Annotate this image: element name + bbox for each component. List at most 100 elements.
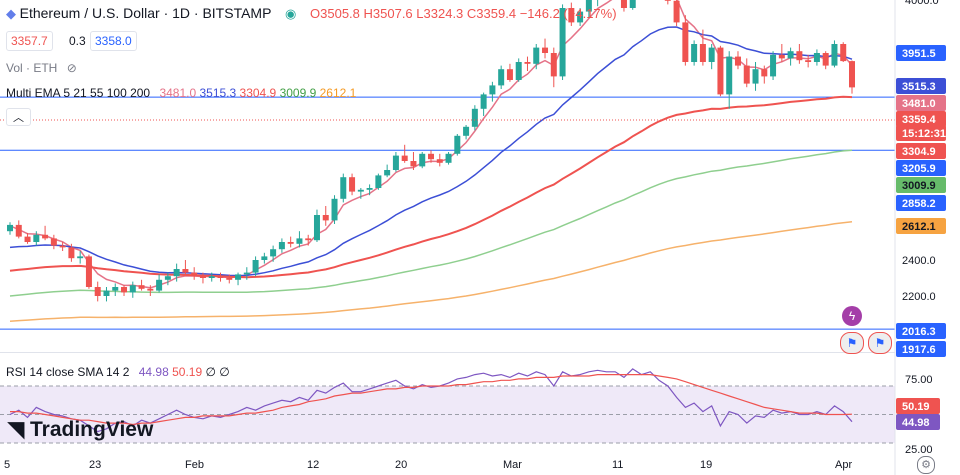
candle[interactable]	[164, 272, 171, 286]
price-label-9[interactable]: 2612.1	[896, 218, 946, 234]
ema-legend[interactable]: Multi EMA 5 21 55 100 200 3481.0 3515.3 …	[6, 86, 356, 100]
candle[interactable]	[33, 231, 40, 246]
candle[interactable]	[849, 60, 855, 94]
candle[interactable]	[129, 281, 136, 298]
candle[interactable]	[436, 153, 443, 167]
candle[interactable]	[15, 220, 22, 239]
candle[interactable]	[445, 152, 452, 165]
candle[interactable]	[287, 236, 294, 248]
candle[interactable]	[629, 0, 636, 10]
candle[interactable]	[761, 65, 768, 84]
candle[interactable]	[585, 0, 592, 17]
candle[interactable]	[743, 58, 750, 88]
candle[interactable]	[156, 274, 163, 293]
candle[interactable]	[331, 195, 338, 224]
candle[interactable]	[278, 238, 285, 253]
candle[interactable]	[682, 15, 689, 66]
rsi-value-tag[interactable]: 50.19	[896, 398, 940, 414]
rsi-sma-line[interactable]	[10, 374, 853, 426]
candle[interactable]	[664, 0, 671, 5]
candle[interactable]	[50, 234, 57, 250]
candle[interactable]	[375, 173, 382, 190]
candle[interactable]	[85, 254, 92, 289]
candle[interactable]	[463, 125, 470, 140]
price-label-12[interactable]: 2016.3	[896, 323, 946, 339]
candle[interactable]	[199, 272, 206, 284]
settings-icon[interactable]: ⚙	[917, 456, 935, 474]
candle[interactable]	[313, 209, 320, 242]
candle[interactable]	[831, 40, 838, 68]
candle[interactable]	[7, 222, 13, 235]
candle[interactable]	[498, 65, 505, 89]
candle[interactable]	[121, 285, 128, 296]
candle[interactable]	[428, 150, 434, 163]
candle[interactable]	[822, 51, 829, 70]
candle[interactable]	[243, 267, 250, 280]
candle[interactable]	[533, 44, 540, 70]
candle[interactable]	[68, 243, 75, 262]
candle[interactable]	[392, 152, 399, 172]
candle[interactable]	[787, 47, 794, 66]
candle[interactable]	[770, 51, 777, 80]
us-flag-icon[interactable]: ⚑	[840, 332, 864, 354]
candle[interactable]	[208, 272, 215, 282]
candle[interactable]	[699, 29, 706, 66]
candle[interactable]	[173, 263, 180, 282]
tradingview-logo[interactable]: ◥ TradingView	[8, 417, 153, 442]
candle[interactable]	[340, 173, 347, 203]
price-label-0[interactable]: 3951.5	[896, 45, 946, 61]
candle[interactable]	[270, 245, 277, 262]
candle[interactable]	[568, 2, 575, 26]
candle[interactable]	[138, 279, 145, 291]
candle[interactable]	[296, 231, 303, 248]
candle[interactable]	[726, 51, 733, 109]
candle[interactable]	[401, 144, 408, 163]
candle[interactable]	[708, 44, 715, 70]
candle[interactable]	[734, 51, 741, 70]
candle[interactable]	[112, 283, 119, 296]
candle[interactable]	[489, 81, 496, 102]
candle[interactable]	[506, 63, 513, 82]
rsi-legend[interactable]: RSI 14 close SMA 14 2 44.98 50.19 ∅ ∅	[6, 365, 230, 379]
symbol-header[interactable]: ◆ Ethereum / U.S. Dollar · 1D · BITSTAMP…	[6, 5, 617, 22]
price-axis[interactable]: 3951.5 3515.3 3481.0 3359.4 15:12:31 3304.9 32…	[896, 0, 946, 456]
candle[interactable]	[252, 256, 259, 277]
candle[interactable]	[217, 272, 224, 282]
price-label-8[interactable]: 2858.2	[896, 195, 946, 211]
candle[interactable]	[366, 184, 373, 196]
candle[interactable]	[94, 281, 101, 302]
candle[interactable]	[59, 242, 66, 251]
price-label-10[interactable]: 2400.0	[902, 255, 936, 267]
candles[interactable]	[7, 0, 855, 302]
candle[interactable]	[419, 152, 426, 169]
candle[interactable]	[577, 8, 584, 26]
price-label-13[interactable]: 1917.6	[896, 341, 946, 357]
price-label-2[interactable]: 3481.0	[896, 95, 946, 111]
candle[interactable]	[454, 134, 461, 156]
price-label-11[interactable]: 2200.0	[902, 291, 936, 303]
volume-indicator-label[interactable]: Vol · ETH ⊘	[6, 61, 77, 75]
candle[interactable]	[103, 287, 110, 302]
candle[interactable]	[840, 42, 847, 62]
candle[interactable]	[77, 251, 84, 264]
price-label-5[interactable]: 3304.9	[896, 143, 946, 159]
candle[interactable]	[620, 0, 627, 12]
price-label-3[interactable]: 3359.4	[896, 111, 946, 127]
horizontal-lines[interactable]	[0, 0, 895, 330]
candle[interactable]	[673, 0, 680, 26]
candle[interactable]	[191, 267, 198, 280]
candle[interactable]	[691, 40, 698, 66]
candle[interactable]	[226, 274, 233, 284]
candle[interactable]	[410, 152, 417, 170]
candle[interactable]	[305, 234, 312, 246]
price-label-6[interactable]: 3205.9	[896, 160, 946, 176]
candle[interactable]	[752, 62, 759, 91]
candle[interactable]	[384, 164, 391, 178]
candle[interactable]	[515, 58, 522, 82]
candle[interactable]	[542, 38, 549, 59]
candle[interactable]	[717, 45, 724, 97]
candle[interactable]	[261, 252, 268, 264]
candle[interactable]	[182, 260, 189, 275]
candle[interactable]	[805, 54, 812, 68]
